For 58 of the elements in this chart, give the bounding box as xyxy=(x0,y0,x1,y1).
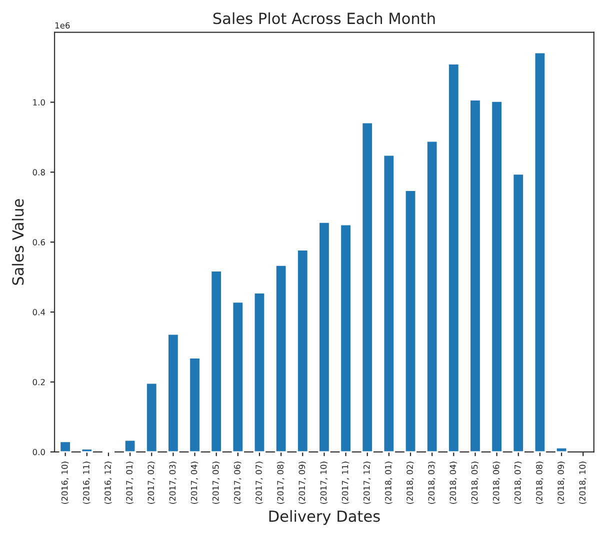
bar xyxy=(382,154,396,453)
y-tick-label: 1.0 xyxy=(33,99,45,106)
bar xyxy=(124,439,136,453)
x-tick-label: (2018, 09) xyxy=(557,462,565,504)
bar xyxy=(167,333,180,453)
bar xyxy=(188,357,201,453)
x-tick-label: (2017, 07) xyxy=(255,462,263,504)
bar xyxy=(232,301,244,453)
y-tick-label: 0.0 xyxy=(32,448,45,456)
x-tick-label: (2017, 04) xyxy=(190,462,198,504)
x-tick-label: (2017, 01) xyxy=(126,462,134,504)
text: 1e6 xyxy=(55,22,70,29)
x-tick-label: (2017, 11) xyxy=(342,462,350,504)
x-tick-label: (2017, 09) xyxy=(298,462,306,504)
x-tick-label: (2016, 11) xyxy=(82,462,90,504)
y-tick-label: 0.6 xyxy=(32,239,45,246)
bar xyxy=(340,224,352,453)
x-tick-label: (2017, 12) xyxy=(363,462,371,504)
x-tick-label: (2017, 03) xyxy=(169,462,177,504)
x-tick-label: (2017, 05) xyxy=(212,462,220,504)
x-tick-label: (2018, 02) xyxy=(406,462,414,504)
x-tick-label: (2017, 08) xyxy=(277,462,284,504)
bar xyxy=(210,270,222,453)
x-tick-label: (2018, 10) xyxy=(579,462,586,504)
x-tick-label: (2018, 06) xyxy=(492,462,500,504)
x-tick-label: (2016, 12) xyxy=(104,462,112,504)
chart-title: Sales Plot Across Each Month xyxy=(213,12,435,24)
bar xyxy=(426,140,438,453)
x-tick-label: (2018, 08) xyxy=(536,462,544,504)
x-tick-label: (2018, 07) xyxy=(514,462,522,504)
bar xyxy=(146,382,158,453)
x-tick-label: (2018, 01) xyxy=(384,462,392,504)
y-axis-title: Sales Value xyxy=(12,199,24,285)
bar xyxy=(296,249,309,453)
x-tick-label: (2018, 04) xyxy=(450,462,458,504)
bar xyxy=(490,100,503,453)
x-axis-title: Delivery Dates xyxy=(269,510,380,525)
x-tick-label: (2018, 05) xyxy=(471,462,479,504)
x-tick-label: (2017, 10) xyxy=(320,462,328,504)
bar xyxy=(361,122,374,453)
bar xyxy=(404,190,417,453)
bar xyxy=(448,63,460,453)
x-tick-label: (2017, 06) xyxy=(234,462,242,504)
y-tick-label: 0.2 xyxy=(32,378,45,386)
bar xyxy=(512,173,524,453)
bar xyxy=(59,440,72,453)
y-tick-label: 0.8 xyxy=(32,169,45,176)
bar xyxy=(318,221,330,453)
x-tick-label: (2016, 10) xyxy=(61,462,69,504)
x-tick-label: (2018, 03) xyxy=(428,462,436,504)
bar xyxy=(253,292,266,453)
bar xyxy=(274,264,288,453)
bar xyxy=(534,52,546,453)
bar xyxy=(469,99,482,453)
bar xyxy=(80,448,93,453)
bar xyxy=(555,447,568,453)
x-tick-label: (2017, 02) xyxy=(148,462,156,504)
y-tick-label: 0.4 xyxy=(32,309,46,316)
